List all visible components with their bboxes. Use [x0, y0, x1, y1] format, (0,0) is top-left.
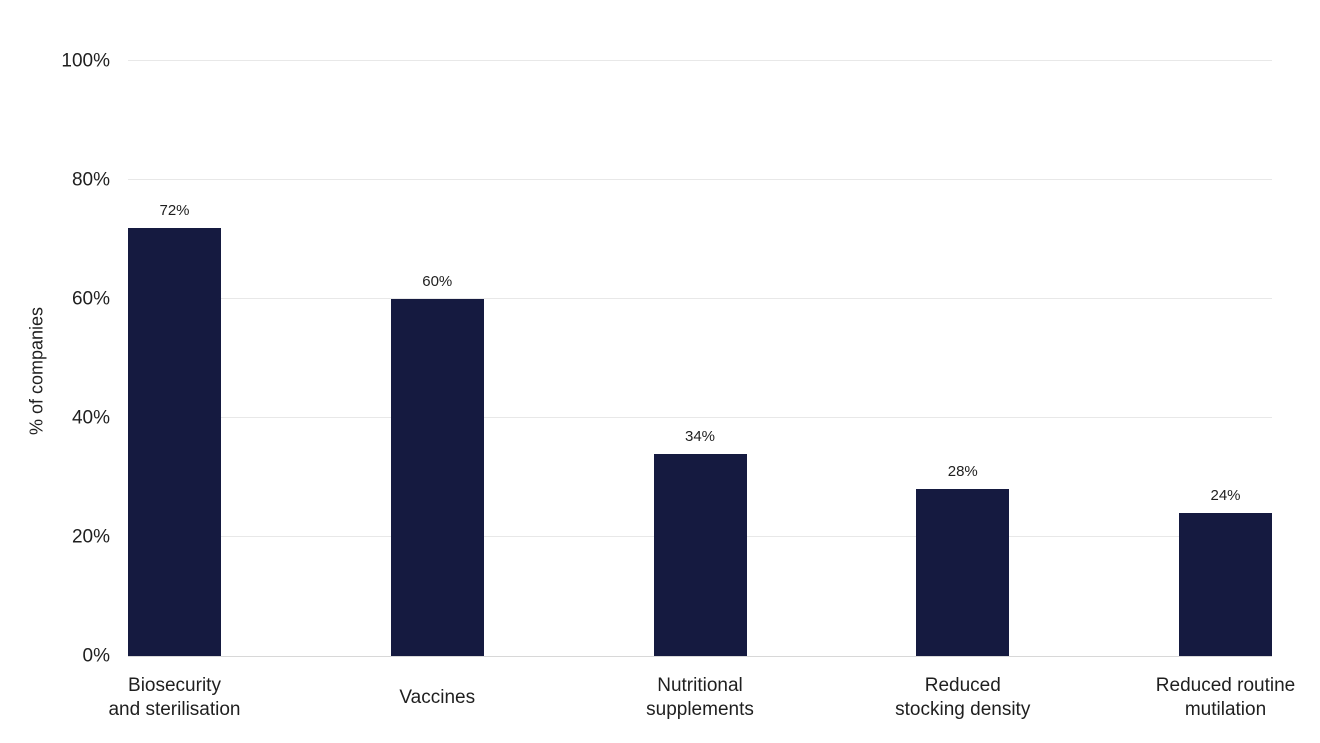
y-tick-label: 80%	[71, 169, 110, 191]
category-label: Nutritional supplements	[540, 672, 860, 724]
bar	[916, 489, 1010, 656]
bar-value-label: 60%	[422, 273, 453, 290]
category-label-line: and sterilisation	[108, 699, 241, 720]
y-gridline	[128, 417, 1272, 418]
category-label-line: Nutritional	[657, 675, 743, 696]
bar-value-label: 34%	[684, 427, 716, 445]
category-label: Biosecurity and sterilisation	[15, 672, 335, 724]
bar-value-label: 24%	[1210, 487, 1241, 505]
bar-column: 72%	[128, 61, 221, 656]
category-label: Reduced routine mutilation	[1066, 672, 1320, 724]
bar-value-label: 28%	[947, 463, 978, 481]
bar-column: 24%	[1179, 61, 1272, 656]
y-tick-label: 60%	[71, 288, 110, 310]
category-label-line: mutilation	[1184, 699, 1267, 720]
bar-column: 34%	[653, 61, 747, 656]
category-label-line: supplements	[646, 699, 754, 720]
y-tick-label: 40%	[71, 407, 110, 429]
category-label-line: stocking density	[895, 699, 1031, 720]
y-gridline	[128, 179, 1272, 180]
y-gridline	[128, 298, 1272, 299]
category-label: Vaccines	[277, 672, 597, 724]
plot-area: 72% 60% 34% 28% 24%	[128, 60, 1272, 657]
bar	[1179, 513, 1272, 656]
bar-value-label: 72%	[159, 201, 190, 219]
y-tick-label: 100%	[61, 50, 110, 72]
category-label-line: Reduced routine	[1155, 675, 1296, 696]
bar	[128, 227, 221, 656]
y-tick-label: 20%	[71, 526, 110, 548]
category-label-line: Biosecurity	[128, 675, 221, 696]
bar	[390, 299, 484, 656]
bar-column: 28%	[916, 61, 1010, 656]
bar-column: 60%	[390, 61, 484, 656]
category-label-line: Vaccines	[399, 687, 476, 708]
x-axis-line	[128, 656, 1272, 657]
y-tick-label: 0%	[82, 645, 110, 667]
y-gridline	[128, 60, 1272, 61]
category-label: Reduced stocking density	[803, 672, 1123, 724]
bar	[653, 453, 747, 656]
category-label-line: Reduced	[924, 675, 1001, 696]
